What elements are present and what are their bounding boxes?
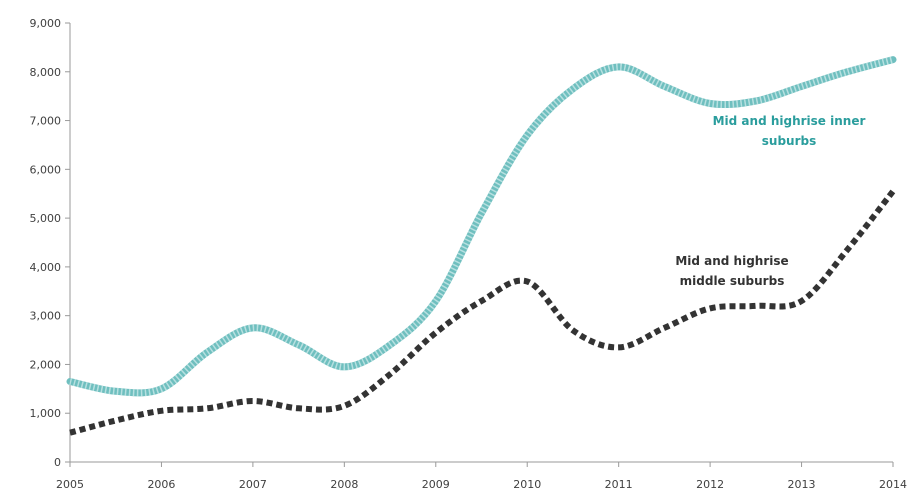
series-line-middle-suburbs <box>69 189 896 436</box>
y-tick-label: 6,000 <box>30 163 62 176</box>
x-tick-label: 2009 <box>422 478 450 491</box>
series-label-middle-line-1: Mid and highrise <box>675 254 788 268</box>
series-path <box>66 56 897 397</box>
y-tick-label: 1,000 <box>30 407 62 420</box>
axes: 0 1,000 2,000 3,000 4,000 5,000 6,000 7,000 8,00… <box>30 17 908 491</box>
y-tick-label: 5,000 <box>30 212 62 225</box>
y-tick-label: 7,000 <box>30 115 62 128</box>
y-tick-label: 4,000 <box>30 261 62 274</box>
series-path <box>69 189 896 436</box>
series-layer <box>66 56 897 436</box>
x-tick-label: 2012 <box>696 478 724 491</box>
x-tick-label: 2013 <box>788 478 816 491</box>
x-tick-label: 2005 <box>56 478 84 491</box>
x-tick-label: 2011 <box>605 478 633 491</box>
y-tick-label: 0 <box>54 456 61 469</box>
x-tick-label: 2007 <box>239 478 267 491</box>
x-tick-label: 2014 <box>879 478 907 491</box>
x-tick-label: 2008 <box>330 478 358 491</box>
series-line-inner-suburbs <box>66 56 897 397</box>
y-tick-label: 2,000 <box>30 358 62 371</box>
x-tick-label: 2010 <box>513 478 541 491</box>
series-label-middle-line-2: middle suburbs <box>680 274 785 288</box>
x-tick-label: 2006 <box>147 478 175 491</box>
y-ticks: 0 1,000 2,000 3,000 4,000 5,000 6,000 7,000 8,00… <box>30 17 70 469</box>
series-label-inner-line-1: Mid and highrise inner <box>713 114 866 128</box>
series-path-texture <box>69 56 894 397</box>
y-tick-label: 3,000 <box>30 310 62 323</box>
x-ticks: 2005 2006 2007 2008 2009 2010 2011 2012 2013 2014 <box>56 462 907 491</box>
y-tick-label: 9,000 <box>30 17 62 30</box>
y-tick-label: 8,000 <box>30 66 62 79</box>
series-label-inner-line-2: suburbs <box>762 134 816 148</box>
